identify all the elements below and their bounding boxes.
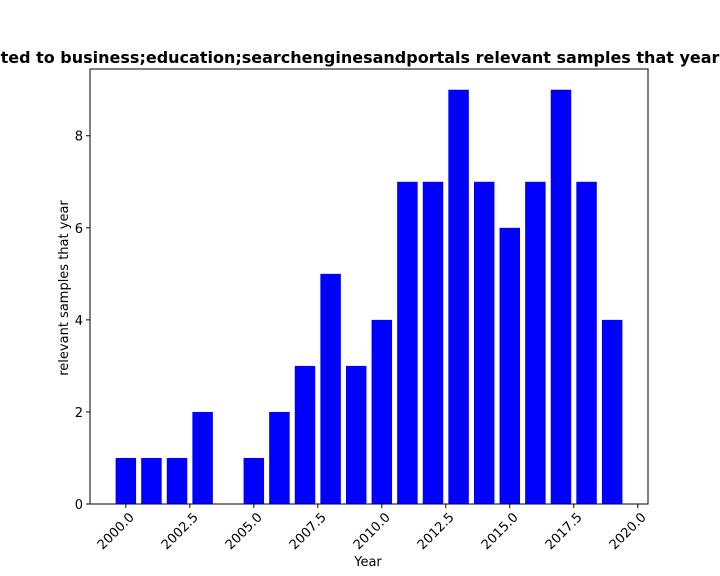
bar-2011 xyxy=(397,181,418,504)
bar-2014 xyxy=(473,181,495,504)
chart-title: ted to business;education;searchenginesa… xyxy=(1,48,720,67)
x-tick-label: 2010.0 xyxy=(351,510,394,553)
y-tick-label: 4 xyxy=(75,314,83,329)
bar-2002 xyxy=(166,457,188,504)
y-tick-label: 0 xyxy=(75,498,83,513)
bar-2016 xyxy=(525,181,546,504)
bar-2009 xyxy=(345,365,367,504)
bar-2015 xyxy=(499,227,521,505)
y-tick-label: 8 xyxy=(75,130,83,145)
y-tick-label: 6 xyxy=(75,222,83,237)
x-tick-label: 2012.5 xyxy=(415,510,458,553)
bar-2018 xyxy=(576,181,597,504)
y-axis: 0 2 4 6 8 xyxy=(75,130,90,513)
bar-2006 xyxy=(269,411,290,504)
x-tick-label: 2002.5 xyxy=(159,510,202,553)
bar-2013 xyxy=(448,89,469,504)
bar-2017 xyxy=(550,89,572,504)
bar-2010 xyxy=(371,319,393,504)
x-tick-label: 2017.5 xyxy=(543,510,586,553)
bar-2005 xyxy=(243,457,265,504)
y-axis-label: relevant samples that year xyxy=(57,200,72,376)
x-tick-label: 2015.0 xyxy=(479,510,522,553)
bars-group xyxy=(115,89,623,505)
bar-2000 xyxy=(115,457,137,504)
x-tick-label: 2005.0 xyxy=(223,510,266,553)
bar-2008 xyxy=(320,273,341,504)
plot-area-frame xyxy=(89,68,649,505)
bar-2007 xyxy=(294,365,316,504)
x-axis: 2000.0 2002.5 2005.0 2007.5 2010.0 2012.5 2015… xyxy=(95,504,650,553)
bar-2012 xyxy=(422,181,444,504)
x-tick-label: 2020.0 xyxy=(607,510,650,553)
x-tick-label: 2007.5 xyxy=(287,510,330,553)
y-tick-label: 2 xyxy=(75,406,83,421)
bar-2019 xyxy=(601,319,623,504)
bar-2003 xyxy=(192,411,213,504)
bar-2001 xyxy=(141,457,162,504)
x-tick-label: 2000.0 xyxy=(95,510,138,553)
x-axis-label: Year xyxy=(353,555,382,570)
